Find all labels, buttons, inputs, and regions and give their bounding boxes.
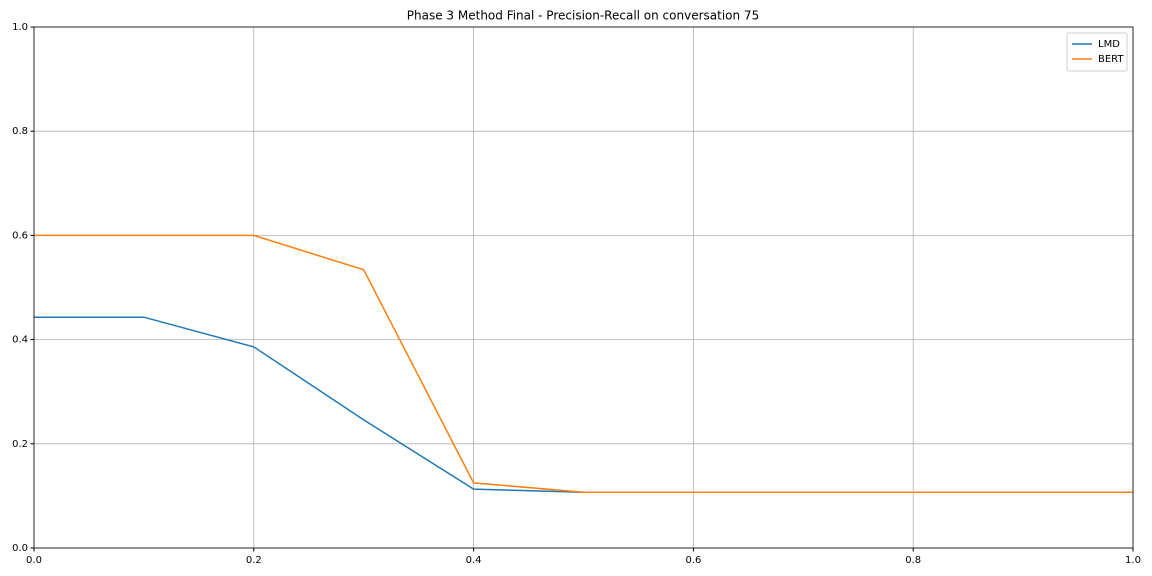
x-tick-label: 0.2 [246,555,262,566]
x-tick-label: 0.8 [905,555,921,566]
chart-title: Phase 3 Method Final - Precision-Recall … [407,9,759,23]
y-tick-label: 0.4 [12,335,28,346]
legend-box [1066,32,1128,72]
line [34,316,1133,494]
legend-label: LMD [1098,39,1120,50]
x-tick-label: 1.0 [1125,555,1141,566]
y-tick-label: 0.0 [12,543,28,554]
grid [33,26,1134,549]
x-tick-label: 0.0 [26,555,42,566]
legend: LMD BERT [1066,32,1128,72]
line [34,234,1133,494]
plot-frame [33,26,1134,549]
y-tick-label: 1.0 [12,22,28,33]
legend-label: BERT [1098,54,1124,65]
y-tick-label: 0.8 [12,126,28,137]
x-tick-label: 0.4 [466,555,482,566]
x-tick-label: 0.6 [685,555,701,566]
y-tick-label: 0.6 [12,230,28,241]
y-tick-label: 0.2 [12,439,28,450]
